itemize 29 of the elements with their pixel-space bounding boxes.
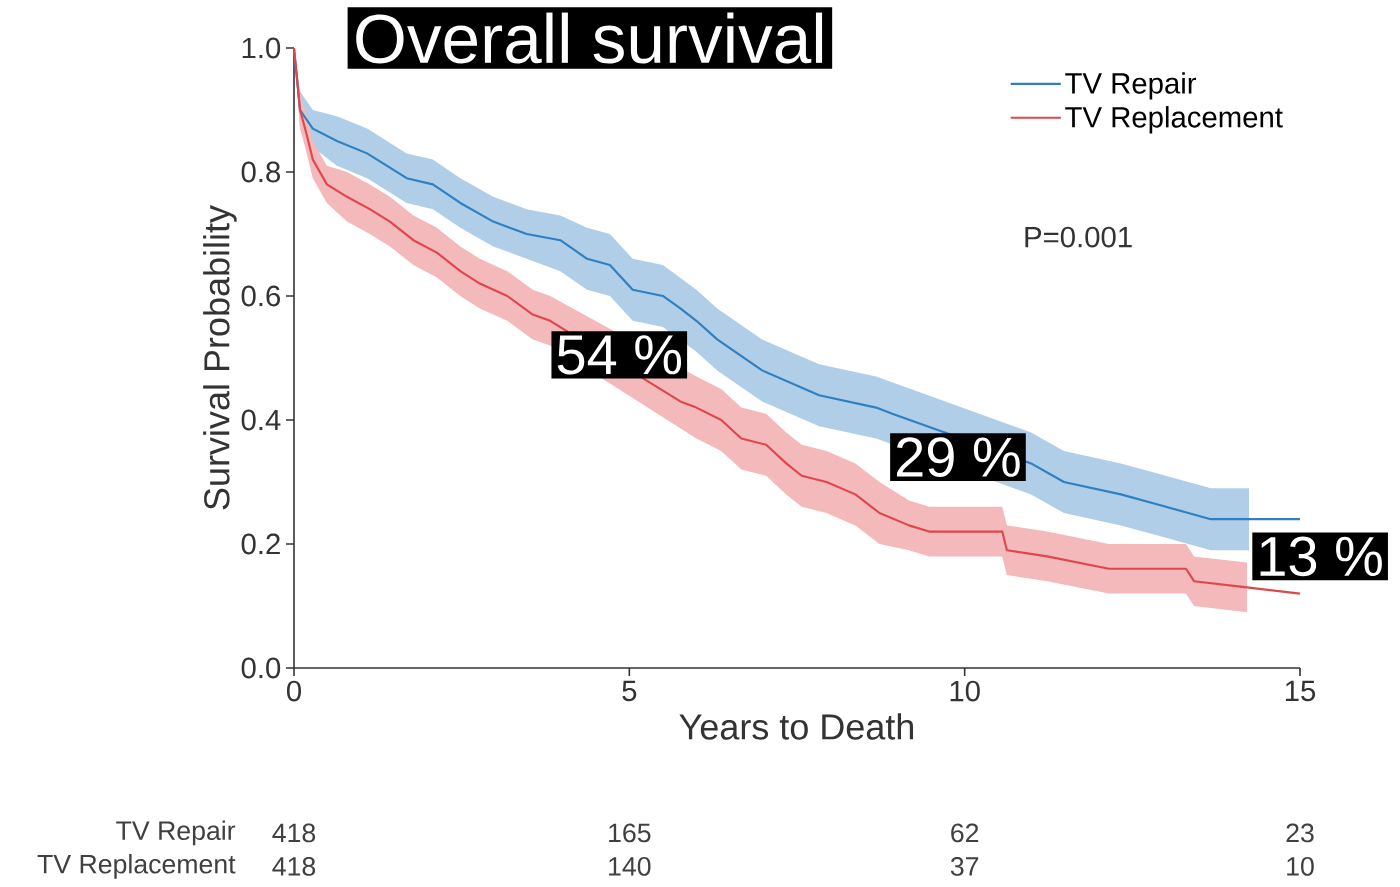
- text: 37: [950, 856, 979, 876]
- x-axis-title: Years to Death: [679, 713, 914, 740]
- legend-label: TV Repair: [1065, 72, 1197, 100]
- y-tick-label: 0.2: [241, 533, 280, 555]
- y-tick-label: 0.8: [241, 161, 281, 183]
- x-tick-label: 0: [287, 680, 302, 702]
- text: 418: [272, 823, 316, 843]
- text: 23: [1286, 823, 1314, 843]
- y-tick-label: 1.0: [242, 37, 281, 59]
- legend-label: TV Replacement: [1065, 106, 1283, 134]
- text: 62: [951, 823, 979, 843]
- text: TV Repair: [116, 820, 236, 846]
- annotation: 54 %: [557, 335, 682, 375]
- text: 140: [609, 856, 651, 876]
- y-tick-label: 0.4: [241, 409, 281, 431]
- x-tick-label: 15: [1285, 680, 1316, 702]
- text: 165: [609, 823, 651, 843]
- annotation: P=0.001: [1025, 226, 1132, 248]
- chart-title: Overall survival: [356, 12, 823, 64]
- x-tick-label: 5: [622, 680, 637, 702]
- y-tick-label: 0.6: [241, 285, 281, 307]
- annotation: 13 %: [1260, 536, 1382, 577]
- text: 10: [1287, 856, 1314, 876]
- annotation: 29 %: [896, 437, 1020, 478]
- text: 418: [272, 856, 316, 876]
- y-tick-label: 0.0: [241, 657, 281, 679]
- x-tick-label: 10: [950, 680, 980, 702]
- text: TV Replacement: [37, 853, 236, 879]
- y-axis-title: Survival Probability: [203, 205, 237, 510]
